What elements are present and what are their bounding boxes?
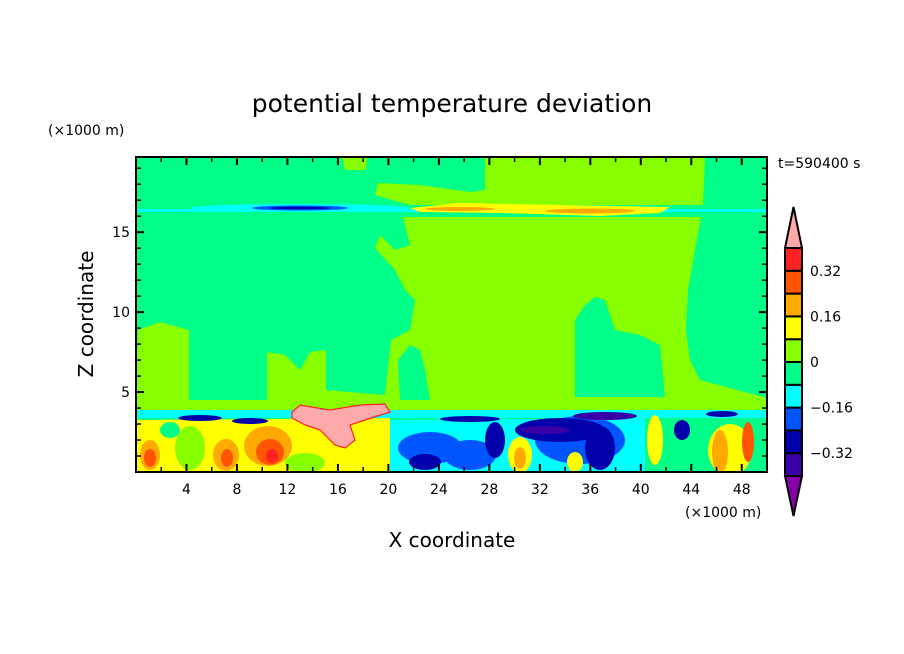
x-tick-label: 48 bbox=[733, 482, 751, 498]
x-tick-label: 12 bbox=[279, 482, 297, 498]
field-region-positive bbox=[567, 452, 583, 472]
colorbar-swatch bbox=[784, 452, 803, 478]
colorbar-swatch bbox=[784, 361, 803, 386]
y-tick-label: 10 bbox=[112, 305, 130, 321]
field-region-negative bbox=[232, 418, 268, 424]
colorbar-swatch bbox=[784, 315, 803, 341]
colorbar-label: 0 bbox=[810, 355, 819, 371]
field-region-negative bbox=[485, 422, 505, 458]
field-region-positive bbox=[545, 208, 635, 214]
plot-frame bbox=[135, 156, 768, 473]
colorbar-label: 0.16 bbox=[810, 309, 841, 325]
y-tick-label: 15 bbox=[112, 225, 130, 241]
colorbar-swatch bbox=[784, 429, 803, 455]
field-region-neutral bbox=[398, 345, 430, 400]
colorbar-swatch bbox=[784, 269, 803, 295]
field-region-positive bbox=[425, 207, 495, 211]
field-region-negative bbox=[706, 411, 738, 417]
y-axis-label: Z coordinate bbox=[74, 251, 98, 378]
y-unit-label: (×1000 m) bbox=[48, 123, 124, 139]
field-region-negative bbox=[674, 420, 690, 440]
field-region-negative bbox=[440, 416, 500, 422]
colorbar-swatch bbox=[784, 406, 803, 432]
field-region-positive bbox=[266, 449, 278, 463]
x-tick-label: 40 bbox=[632, 482, 650, 498]
x-tick-label: 44 bbox=[682, 482, 700, 498]
colorbar: 0.32 0.16 0 −0.16 −0.32 bbox=[783, 206, 853, 517]
field-region-positive bbox=[342, 157, 367, 170]
field-region-positive bbox=[375, 157, 705, 205]
colorbar-swatch bbox=[784, 292, 803, 318]
colorbar-under-triangle bbox=[783, 475, 804, 517]
field-region-neutral bbox=[175, 426, 205, 470]
colorbar-label: −0.32 bbox=[810, 446, 853, 462]
field-region-negative bbox=[409, 454, 441, 470]
field-region-positive bbox=[514, 447, 526, 469]
field-region-negative bbox=[178, 415, 222, 421]
field-region-over-max bbox=[291, 403, 391, 449]
field-region-negative bbox=[573, 412, 637, 420]
x-tick-label: 16 bbox=[329, 482, 347, 498]
time-label: t=590400 s bbox=[778, 156, 860, 172]
field-region-neutral bbox=[575, 297, 665, 397]
field-region-positive bbox=[712, 430, 728, 472]
field-region-neutral bbox=[160, 422, 180, 438]
x-unit-label: (×1000 m) bbox=[685, 505, 761, 521]
colorbar-swatch bbox=[784, 383, 803, 409]
field-region-negative bbox=[520, 426, 570, 434]
field-region-positive bbox=[144, 449, 156, 467]
x-tick-label: 4 bbox=[182, 482, 191, 498]
field-region-positive bbox=[742, 422, 754, 462]
field-layer-cyan bbox=[136, 410, 767, 418]
field-region-neutral bbox=[285, 453, 325, 472]
colorbar-label: −0.16 bbox=[810, 401, 853, 417]
field-region-negative bbox=[270, 206, 330, 210]
x-tick-label: 8 bbox=[232, 482, 241, 498]
colorbar-label: 0.32 bbox=[810, 264, 841, 280]
contour-field bbox=[136, 157, 767, 472]
x-axis-label: X coordinate bbox=[389, 528, 516, 552]
colorbar-swatch bbox=[784, 338, 803, 364]
colorbar-swatch bbox=[784, 247, 803, 272]
colorbar-over-triangle bbox=[783, 206, 804, 249]
x-tick-label: 28 bbox=[480, 482, 498, 498]
x-tick-label: 20 bbox=[379, 482, 397, 498]
field-region-negative bbox=[444, 440, 496, 470]
x-tick-label: 24 bbox=[430, 482, 448, 498]
chart-title: potential temperature deviation bbox=[252, 89, 652, 118]
y-tick-label: 5 bbox=[121, 385, 130, 401]
field-region-positive bbox=[647, 415, 663, 465]
field-region-negative bbox=[585, 426, 615, 470]
field-region-positive bbox=[221, 449, 233, 467]
x-tick-label: 32 bbox=[531, 482, 549, 498]
x-tick-label: 36 bbox=[581, 482, 599, 498]
